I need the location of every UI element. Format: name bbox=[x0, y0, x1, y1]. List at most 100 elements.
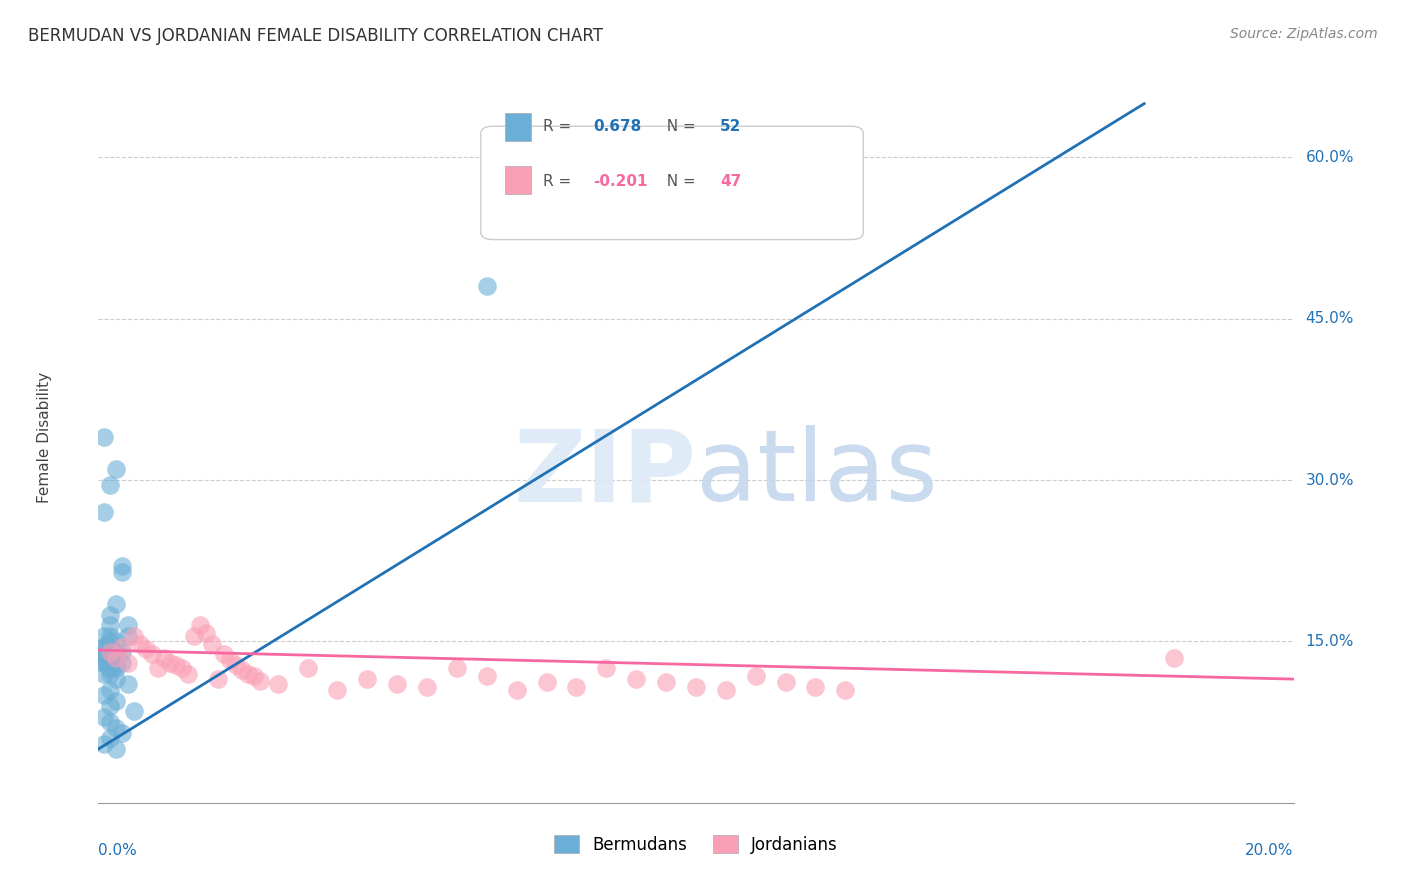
Point bbox=[93, 688, 115, 702]
Point bbox=[98, 650, 122, 665]
Point bbox=[93, 737, 115, 751]
Point bbox=[135, 642, 157, 657]
Point bbox=[124, 705, 146, 719]
Point bbox=[267, 677, 290, 691]
Point bbox=[188, 618, 211, 632]
Point bbox=[105, 634, 128, 648]
Point bbox=[105, 650, 128, 665]
Point bbox=[153, 650, 176, 665]
Point bbox=[93, 656, 115, 670]
Point bbox=[111, 656, 134, 670]
Point bbox=[148, 661, 170, 675]
Point bbox=[626, 672, 648, 686]
Point bbox=[249, 674, 271, 689]
Point bbox=[117, 618, 139, 632]
Point bbox=[183, 629, 205, 643]
Text: atlas: atlas bbox=[696, 425, 938, 522]
Point bbox=[385, 677, 409, 691]
Point bbox=[93, 650, 115, 665]
Point bbox=[714, 682, 737, 697]
Point bbox=[212, 648, 235, 662]
Point bbox=[98, 661, 122, 675]
Text: 47: 47 bbox=[720, 174, 741, 188]
Point bbox=[475, 279, 498, 293]
Point bbox=[105, 742, 128, 756]
Point bbox=[446, 661, 468, 675]
Point bbox=[326, 682, 349, 697]
Point bbox=[1163, 650, 1185, 665]
Point bbox=[105, 721, 128, 735]
FancyBboxPatch shape bbox=[481, 126, 863, 240]
Point bbox=[685, 680, 707, 694]
Point bbox=[93, 640, 115, 654]
Point bbox=[105, 672, 128, 686]
Point bbox=[207, 672, 229, 686]
Point bbox=[93, 640, 115, 654]
Text: ZIP: ZIP bbox=[513, 425, 696, 522]
Legend: Bermudans, Jordanians: Bermudans, Jordanians bbox=[548, 829, 844, 860]
Text: -0.201: -0.201 bbox=[593, 174, 648, 188]
Point bbox=[98, 666, 122, 681]
Point bbox=[105, 650, 128, 665]
Point bbox=[804, 680, 827, 694]
Text: Source: ZipAtlas.com: Source: ZipAtlas.com bbox=[1230, 27, 1378, 41]
Point bbox=[93, 666, 115, 681]
Text: N =: N = bbox=[657, 120, 700, 135]
Point bbox=[93, 430, 115, 444]
Point bbox=[111, 559, 134, 574]
Point bbox=[98, 656, 122, 670]
Point bbox=[129, 637, 152, 651]
Point bbox=[105, 597, 128, 611]
Point bbox=[98, 629, 122, 643]
Point bbox=[111, 640, 134, 654]
Point bbox=[117, 677, 139, 691]
Point bbox=[111, 726, 134, 740]
Point bbox=[236, 666, 259, 681]
Text: 0.0%: 0.0% bbox=[98, 843, 138, 858]
Text: R =: R = bbox=[543, 174, 576, 188]
Point bbox=[93, 710, 115, 724]
Point bbox=[595, 661, 617, 675]
Point bbox=[565, 680, 588, 694]
Point bbox=[98, 640, 122, 654]
Text: N =: N = bbox=[657, 174, 700, 188]
Text: 45.0%: 45.0% bbox=[1306, 311, 1354, 326]
Text: 20.0%: 20.0% bbox=[1246, 843, 1294, 858]
Point bbox=[655, 675, 678, 690]
Point bbox=[98, 618, 122, 632]
Text: 52: 52 bbox=[720, 120, 741, 135]
Point bbox=[231, 664, 253, 678]
Point bbox=[745, 669, 768, 683]
Text: 30.0%: 30.0% bbox=[1306, 473, 1354, 488]
Bar bbox=[505, 167, 531, 194]
Point bbox=[506, 682, 529, 697]
Point bbox=[416, 680, 439, 694]
Point bbox=[93, 645, 115, 659]
Point bbox=[105, 656, 128, 670]
Point bbox=[98, 645, 122, 659]
Point bbox=[834, 682, 856, 697]
Point bbox=[195, 625, 218, 640]
Point bbox=[297, 661, 319, 675]
Point bbox=[93, 505, 115, 519]
Point bbox=[98, 731, 122, 746]
Point bbox=[172, 661, 194, 675]
Point bbox=[475, 669, 498, 683]
Point bbox=[98, 650, 122, 665]
Point bbox=[111, 565, 134, 579]
Text: 60.0%: 60.0% bbox=[1306, 150, 1354, 165]
Point bbox=[165, 658, 187, 673]
Point bbox=[356, 672, 378, 686]
Point bbox=[105, 650, 128, 665]
Text: Female Disability: Female Disability bbox=[37, 371, 52, 503]
Point bbox=[105, 462, 128, 476]
Text: R =: R = bbox=[543, 120, 576, 135]
Point bbox=[105, 693, 128, 707]
Point bbox=[105, 645, 128, 659]
Point bbox=[117, 656, 139, 670]
Point bbox=[98, 478, 122, 492]
Text: 15.0%: 15.0% bbox=[1306, 634, 1354, 649]
Point bbox=[117, 629, 139, 643]
Text: BERMUDAN VS JORDANIAN FEMALE DISABILITY CORRELATION CHART: BERMUDAN VS JORDANIAN FEMALE DISABILITY … bbox=[28, 27, 603, 45]
Bar bbox=[505, 113, 531, 141]
